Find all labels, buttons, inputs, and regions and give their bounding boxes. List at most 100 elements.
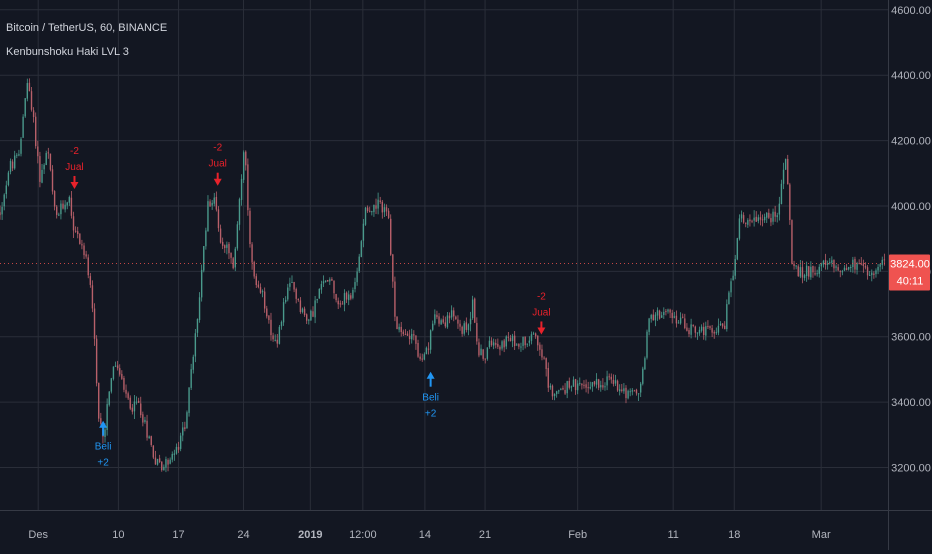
candle [106,398,108,436]
candle-body [129,397,131,409]
candle [789,182,791,225]
candle [316,298,318,304]
candle [74,226,77,233]
candle-body [373,204,375,213]
candle [604,382,606,391]
candle [442,315,444,324]
candle [524,336,526,349]
candle-body [526,343,528,345]
candle-body [684,318,686,329]
candle-body [747,220,749,225]
candle-body [461,326,463,334]
candle-body [177,446,180,450]
candle [551,384,554,400]
candle-body [259,287,262,293]
candle-body [742,215,745,223]
candle-body [43,164,45,170]
candle [268,315,270,324]
candle-body [278,326,281,344]
candle [858,259,860,265]
candle-body [89,276,92,285]
candle-body [49,153,52,170]
candle [534,332,537,339]
candle-body [768,212,770,218]
x-tick-label: 18 [728,529,740,541]
candle [505,335,507,350]
candle [453,307,455,322]
candle-body [93,308,96,339]
candle-body [480,348,482,355]
candle [295,287,297,304]
candle [465,317,468,333]
candle [688,327,690,338]
candle-body [242,152,245,180]
candle [26,78,29,102]
candle [287,283,289,302]
candle [753,210,755,227]
candle [509,334,512,342]
candle-body [413,334,415,336]
candle [266,305,268,319]
candle [471,295,474,320]
candle-body [705,326,707,336]
candle [289,277,291,291]
candle [245,150,247,171]
candle-body [276,339,278,344]
candle-body [200,269,203,298]
candle-body [513,335,516,347]
candle-body [282,302,285,323]
candle [238,197,241,231]
candle-body [803,275,806,278]
candle-body [490,340,493,346]
candle-body [595,378,598,385]
candle [257,280,260,289]
candle-body [398,326,400,330]
candle-body [524,336,526,346]
candle-body [95,338,98,384]
candle-body [549,385,552,388]
indicator-title[interactable]: Kenbunshoku Haki LVL 3 [6,46,129,58]
candle [278,325,281,345]
candle [415,335,417,350]
candle [518,343,520,350]
candle-body [606,376,608,386]
candle-body [438,316,440,324]
candle-body [316,298,318,301]
candle [329,277,331,285]
candle-body [41,169,43,183]
candle [457,315,459,329]
candle-body [797,266,799,277]
candle-body [644,358,646,370]
candle-body [232,258,234,269]
candle-body [26,83,29,99]
candle [123,375,125,393]
candle [501,340,503,351]
candle-body [156,458,159,465]
candle [480,344,482,356]
candle [835,264,837,272]
candle [736,237,739,261]
candle [490,337,493,347]
candle [282,297,285,326]
candle [774,205,776,222]
candle-body [335,294,337,301]
candle [24,98,26,118]
candle [797,264,799,277]
candle [513,331,516,350]
candle-body [696,332,699,334]
candle-body [440,320,442,325]
candle [215,191,218,212]
candle-body [247,164,249,211]
candle [385,204,388,217]
candle-body [387,210,390,218]
candle [56,204,58,219]
candle-body [679,317,682,324]
candle-body [463,323,465,334]
candle-body [612,379,615,385]
candle-body [331,278,333,281]
candle [339,300,342,308]
candle [856,261,858,275]
candle-body [639,383,642,393]
